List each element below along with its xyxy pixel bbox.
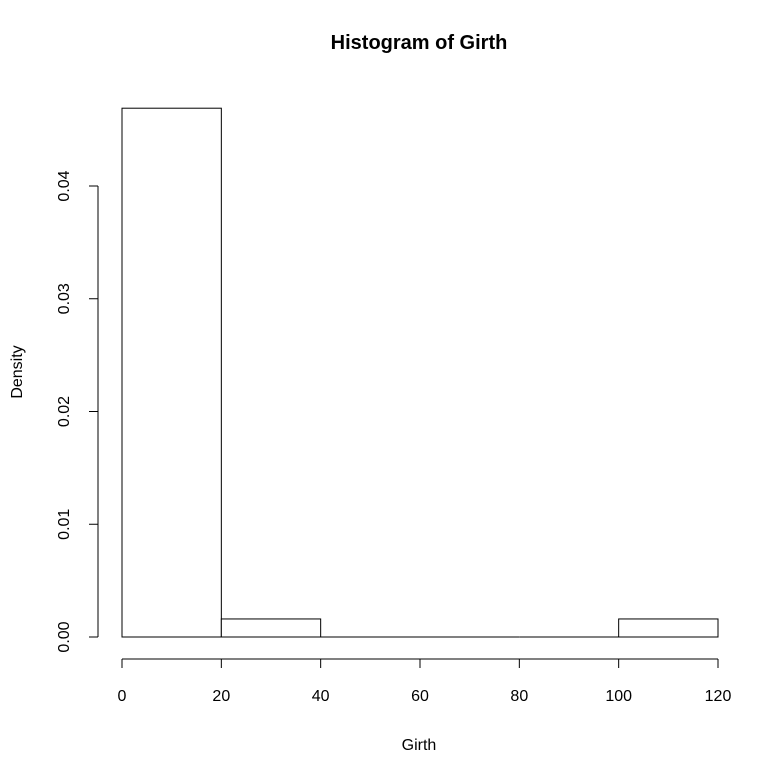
chart-title: Histogram of Girth [331, 32, 508, 54]
x-axis: 0 20 40 60 80 100 120 [118, 658, 732, 705]
y-tick-label: 0.01 [56, 509, 73, 540]
histogram-bar [618, 618, 719, 638]
x-tick-label: 60 [411, 688, 429, 705]
x-tick-label: 100 [605, 688, 632, 705]
x-tick-label: 0 [118, 688, 127, 705]
x-tick-label: 40 [312, 688, 330, 705]
histogram-bar [220, 618, 322, 638]
y-tick-label: 0.04 [56, 170, 73, 201]
y-axis-label: Density [9, 345, 26, 398]
y-tick-label: 0.00 [56, 621, 73, 652]
y-axis: 0.00 0.01 0.02 0.03 0.04 [56, 170, 99, 653]
x-axis-label: Girth [402, 737, 437, 754]
bars [121, 107, 719, 638]
y-tick-label: 0.03 [56, 283, 73, 314]
y-tick-label: 0.02 [56, 396, 73, 427]
x-tick-label: 80 [510, 688, 528, 705]
x-tick-label: 20 [212, 688, 230, 705]
histogram-bar [121, 107, 222, 638]
x-tick-label: 120 [705, 688, 732, 705]
